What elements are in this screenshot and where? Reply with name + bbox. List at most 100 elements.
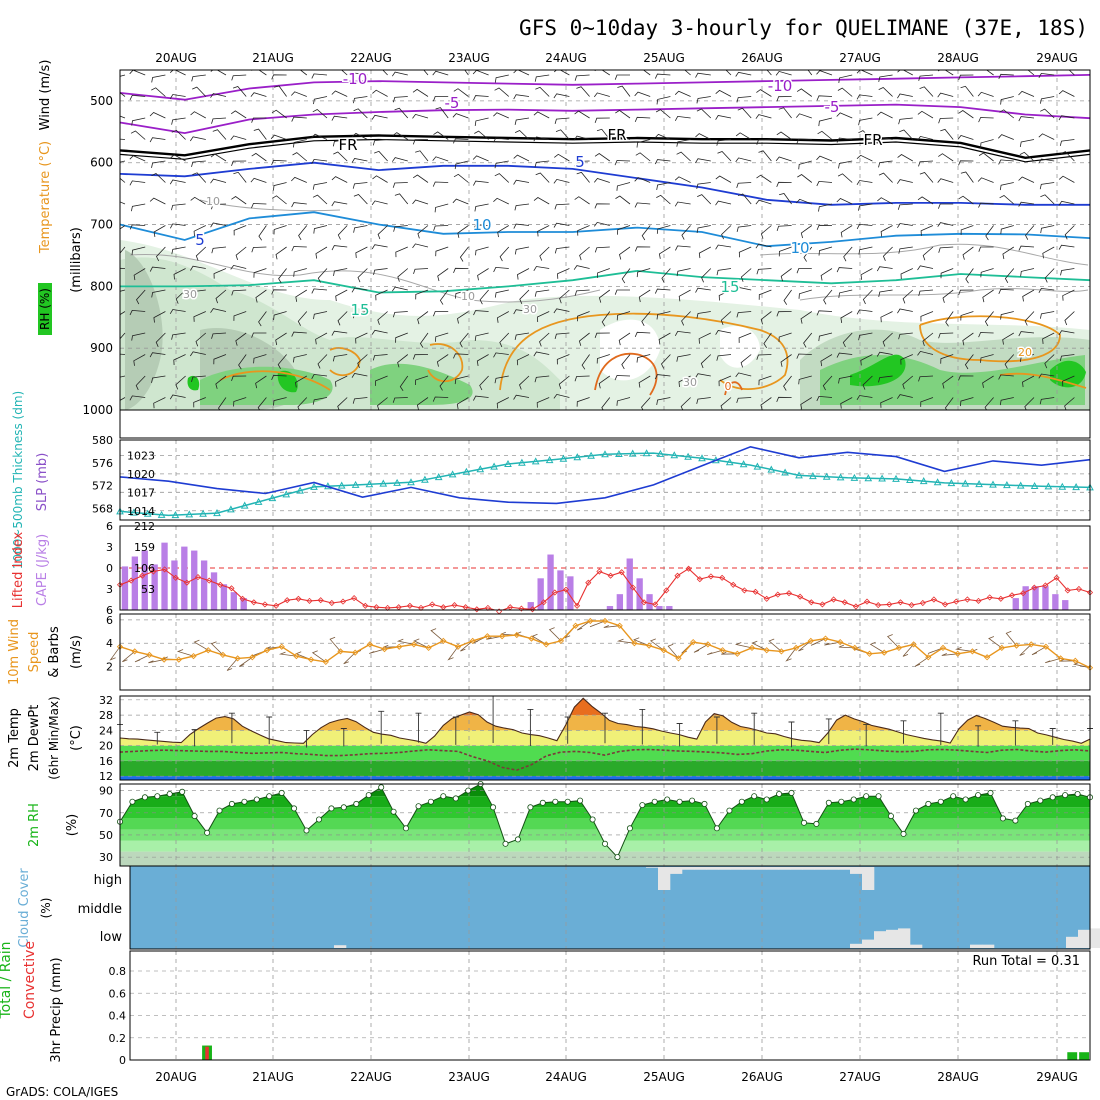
wind-barb <box>129 309 146 316</box>
wind-barb <box>313 225 328 234</box>
ytick-label: 50 <box>99 829 113 842</box>
li-marker <box>585 579 592 586</box>
axis-label-part: (%) <box>39 898 53 919</box>
rh-marker <box>801 819 808 826</box>
date-label-top: 22AUG <box>350 51 392 65</box>
thickness-marker <box>254 497 263 505</box>
wind-barb <box>559 289 570 304</box>
wind-barb <box>715 200 732 206</box>
axis-label: SLP (mb) <box>35 453 50 512</box>
wind-barb <box>978 117 994 123</box>
cloud-high-bar <box>814 867 827 870</box>
axis-label: 1000~500mb Thickness (dm) <box>11 391 25 569</box>
wind-speed-marker <box>910 641 917 648</box>
wind-barb <box>435 107 449 119</box>
rh-band <box>120 818 1090 830</box>
temp-minmax-bar <box>788 721 795 748</box>
wind-barb <box>807 70 813 76</box>
rh-marker <box>639 802 646 809</box>
wind-barb <box>816 395 833 402</box>
wind-barb <box>120 332 126 340</box>
credit-label: GrADS: COLA/IGES <box>6 1085 118 1099</box>
cloud-high-bar <box>790 867 803 870</box>
wind-barb <box>1027 70 1035 76</box>
wind-barb <box>982 289 994 303</box>
rh-label-swatch <box>38 283 52 335</box>
wind-barb <box>1040 108 1055 119</box>
wind-barb <box>536 397 550 408</box>
wind-barb <box>513 309 530 315</box>
wind-barb <box>1038 287 1055 293</box>
rh-marker <box>626 825 633 832</box>
li-marker <box>406 602 413 609</box>
wind-barb <box>856 70 873 76</box>
li-marker <box>830 596 837 603</box>
wind-barb <box>937 178 954 183</box>
wind-barb <box>634 116 651 123</box>
wind-barb <box>175 375 186 390</box>
contour-orange <box>427 343 464 383</box>
wind-barb <box>621 268 631 284</box>
ytick-label: 1023 <box>127 449 155 462</box>
wind-barb <box>474 130 489 140</box>
wind-barb <box>171 332 186 340</box>
wind-barb <box>598 375 611 389</box>
wind-barb <box>337 397 348 410</box>
wind-barb <box>395 332 408 343</box>
wind-barb-10m <box>226 658 238 671</box>
wind-barb <box>250 92 267 97</box>
wind-barb <box>838 74 853 83</box>
cloud-low-bar <box>334 945 347 948</box>
wind-barb <box>232 86 247 97</box>
isotherm-line <box>120 74 1090 101</box>
ytick-label: 572 <box>92 480 113 493</box>
axis-label: Total / Rain <box>0 941 14 1019</box>
wind-barb <box>674 201 691 207</box>
thickness-marker <box>656 449 665 457</box>
ytick-label: 70 <box>99 807 113 820</box>
ytick-label: 0.8 <box>109 965 127 978</box>
wind-barb <box>312 194 328 205</box>
wind-barb <box>331 176 348 183</box>
cloud-high-bar <box>802 867 815 870</box>
wind-barb <box>596 354 610 364</box>
temp-minmax-bar <box>863 724 870 747</box>
wind-barb <box>169 394 186 400</box>
wind-barb <box>596 128 611 140</box>
wind-barb <box>120 177 126 183</box>
wind-barb <box>372 89 388 97</box>
wind-barb <box>1040 311 1055 319</box>
thickness-marker <box>725 458 734 466</box>
wind-barbs <box>120 70 1075 410</box>
cape-bar <box>1012 598 1019 610</box>
li-marker <box>540 599 547 606</box>
wind-barb <box>776 396 792 403</box>
wind-barb <box>717 151 732 162</box>
li-marker <box>741 587 748 594</box>
wind-barb <box>918 289 934 297</box>
wind-barb <box>131 246 146 256</box>
wind-barb <box>756 89 772 97</box>
panel-frame <box>119 439 1091 521</box>
wind-barb <box>554 153 570 162</box>
wind-barb <box>413 268 429 275</box>
wind-speed-marker <box>587 617 594 625</box>
wind-barb <box>720 311 732 326</box>
wind-barb-10m <box>576 620 591 631</box>
axis-label: 2m RH <box>27 803 42 847</box>
cape-bar <box>1052 594 1059 610</box>
wind-barb <box>655 109 671 119</box>
wind-barb <box>514 332 530 340</box>
wind-barb <box>856 309 873 315</box>
ytick-label: 1014 <box>127 505 155 518</box>
wind-barb <box>1004 268 1015 283</box>
ytick-label: 576 <box>92 457 113 470</box>
wind-barb-10m <box>927 647 944 654</box>
cape-bar <box>200 560 208 610</box>
wind-barb-10m <box>785 647 797 662</box>
wind-speed-marker <box>263 647 271 654</box>
axis-label-part: 2m DewPt <box>27 705 42 772</box>
wind-barb <box>1000 225 1014 235</box>
axis-label: Wind (m/s) <box>38 60 53 131</box>
